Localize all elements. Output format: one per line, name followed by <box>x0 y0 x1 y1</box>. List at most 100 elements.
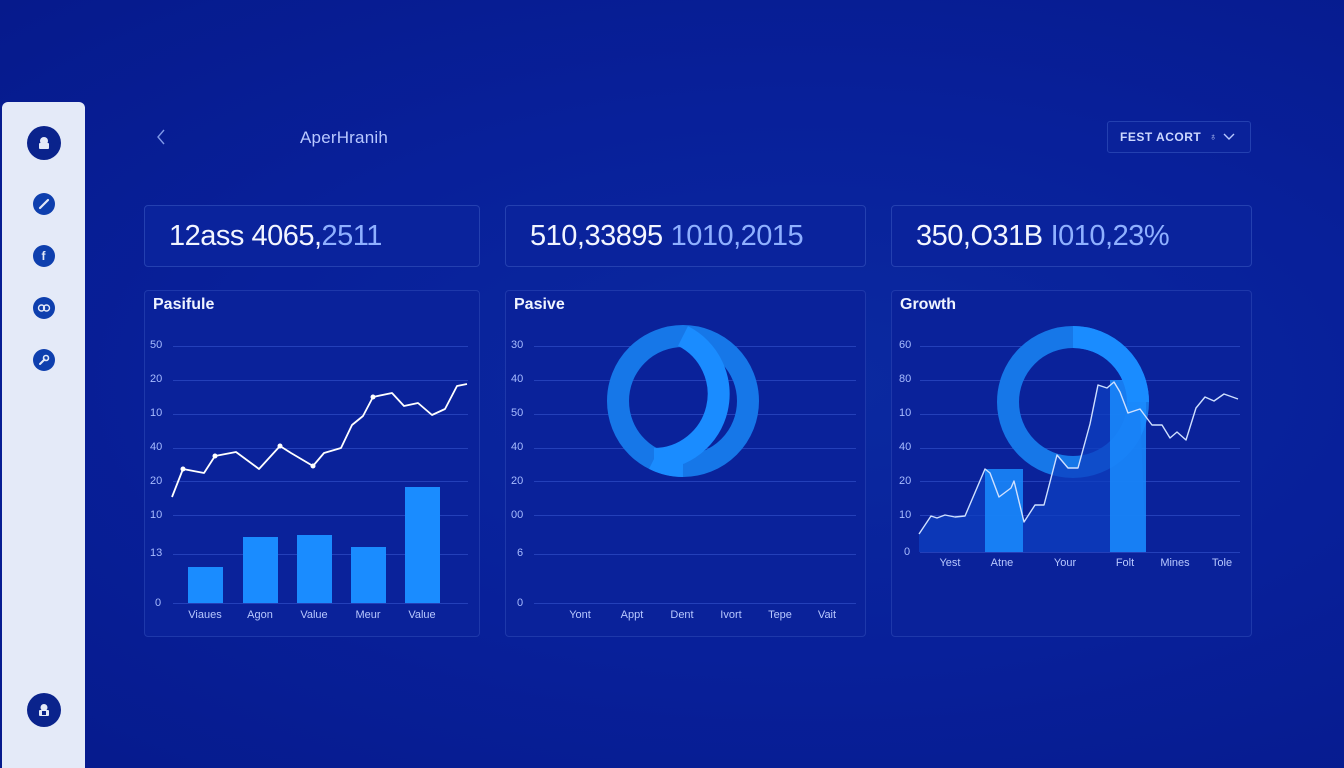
gridline <box>534 515 856 516</box>
y-tick: 13 <box>150 547 163 559</box>
sidebar: f <box>2 102 85 768</box>
y-tick: 40 <box>899 441 912 453</box>
y-tick: 60 <box>899 339 912 351</box>
x-tick: Tole <box>1211 557 1233 569</box>
drop-icon: ♁ <box>1209 131 1218 143</box>
y-tick: 20 <box>511 475 524 487</box>
page-title: AperHranih <box>300 128 388 147</box>
y-tick: 20 <box>150 475 163 487</box>
chart-panel-pasive: Pasive <box>505 290 866 637</box>
panel-title: Pasive <box>514 296 565 313</box>
gridline <box>534 554 856 555</box>
y-tick: 0 <box>155 597 162 609</box>
sidebar-item-profile[interactable] <box>26 126 61 160</box>
y-tick: 30 <box>511 339 524 351</box>
gridline <box>173 346 468 347</box>
y-tick: 40 <box>511 373 524 385</box>
y-tick: 0 <box>904 546 911 558</box>
chart-panel-growth: Growth <box>891 290 1252 637</box>
sidebar-item-account[interactable] <box>26 693 61 727</box>
panel-title: Growth <box>900 296 956 313</box>
y-tick: 80 <box>899 373 912 385</box>
stat-primary: 350,O31B <box>916 219 1043 252</box>
x-tick: Your <box>1053 557 1077 569</box>
gridline <box>920 346 1240 347</box>
y-tick: 20 <box>150 373 163 385</box>
sidebar-item-link[interactable] <box>32 297 55 319</box>
gridline <box>173 481 468 482</box>
gridline <box>534 346 856 347</box>
y-tick: 40 <box>150 441 163 453</box>
bar <box>188 567 223 603</box>
user-icon <box>38 137 49 149</box>
bar <box>405 487 440 603</box>
x-tick: Agon <box>247 609 273 621</box>
bar <box>243 537 278 603</box>
y-tick: 50 <box>511 407 524 419</box>
y-tick: 10 <box>899 407 912 419</box>
x-tick: Mines <box>1160 557 1190 569</box>
x-tick: Meur <box>355 609 381 621</box>
stat-primary: 510,33895 <box>530 219 663 252</box>
chevron-left-icon[interactable] <box>154 127 168 147</box>
gridline <box>920 481 1240 482</box>
user-icon <box>38 704 49 716</box>
wrench-icon <box>38 354 49 365</box>
gridline <box>173 380 468 381</box>
x-tick: Vait <box>817 609 837 621</box>
gridline <box>173 448 468 449</box>
pen-icon <box>38 198 49 210</box>
x-tick: Value <box>300 609 328 621</box>
stat-card-2: 510,33895 1010,2015 <box>505 205 866 267</box>
gridline <box>534 414 856 415</box>
bar <box>351 547 386 603</box>
x-tick: Appt <box>620 609 644 621</box>
gridline <box>534 481 856 482</box>
gridline <box>920 414 1240 415</box>
y-tick: 0 <box>517 597 524 609</box>
stat-card-1: 12ass 4065, 2511 <box>144 205 480 267</box>
x-tick: Viaues <box>188 609 222 621</box>
gridline <box>173 603 468 604</box>
account-dropdown[interactable]: FEST ACORT ♁ <box>1107 121 1251 153</box>
gridline <box>173 515 468 516</box>
y-tick: 50 <box>150 339 163 351</box>
y-tick: 6 <box>517 547 524 559</box>
gridline <box>920 515 1240 516</box>
sidebar-item-facebook[interactable]: f <box>32 245 55 267</box>
y-tick: 10 <box>899 509 912 521</box>
sidebar-item-edit[interactable] <box>32 193 55 215</box>
bar <box>297 535 332 603</box>
y-tick: 10 <box>150 509 163 521</box>
x-tick: Yest <box>939 557 961 569</box>
stat-secondary: 2511 <box>321 219 383 252</box>
gridline <box>920 552 1240 553</box>
chevron-down-icon <box>1223 133 1235 140</box>
x-tick: Value <box>408 609 436 621</box>
sidebar-item-tools[interactable] <box>32 349 55 371</box>
y-tick: 10 <box>150 407 163 419</box>
stat-card-3: 350,O31B I010,23% <box>891 205 1252 267</box>
x-tick: Ivort <box>720 609 742 621</box>
stat-secondary: 1010,2015 <box>670 219 804 252</box>
y-tick: 40 <box>511 441 524 453</box>
x-tick: Tepe <box>768 609 792 621</box>
gridline <box>534 380 856 381</box>
y-tick: 00 <box>511 509 524 521</box>
y-tick: 20 <box>899 475 912 487</box>
gridline <box>920 380 1240 381</box>
stat-primary: 12ass 4065, <box>169 219 322 252</box>
gridline <box>534 448 856 449</box>
facebook-icon: f <box>41 249 46 263</box>
stat-secondary: I010,23% <box>1050 219 1170 252</box>
gridline <box>173 414 468 415</box>
gridline <box>920 448 1240 449</box>
link-icon <box>37 304 50 312</box>
gridline <box>534 603 856 604</box>
x-tick: Folt <box>1115 557 1135 569</box>
x-tick: Dent <box>670 609 694 621</box>
dropdown-label: FEST ACORT <box>1120 130 1202 144</box>
panel-title: Pasifule <box>153 296 215 313</box>
x-tick: Yont <box>569 609 591 621</box>
x-tick: Atne <box>990 557 1014 569</box>
